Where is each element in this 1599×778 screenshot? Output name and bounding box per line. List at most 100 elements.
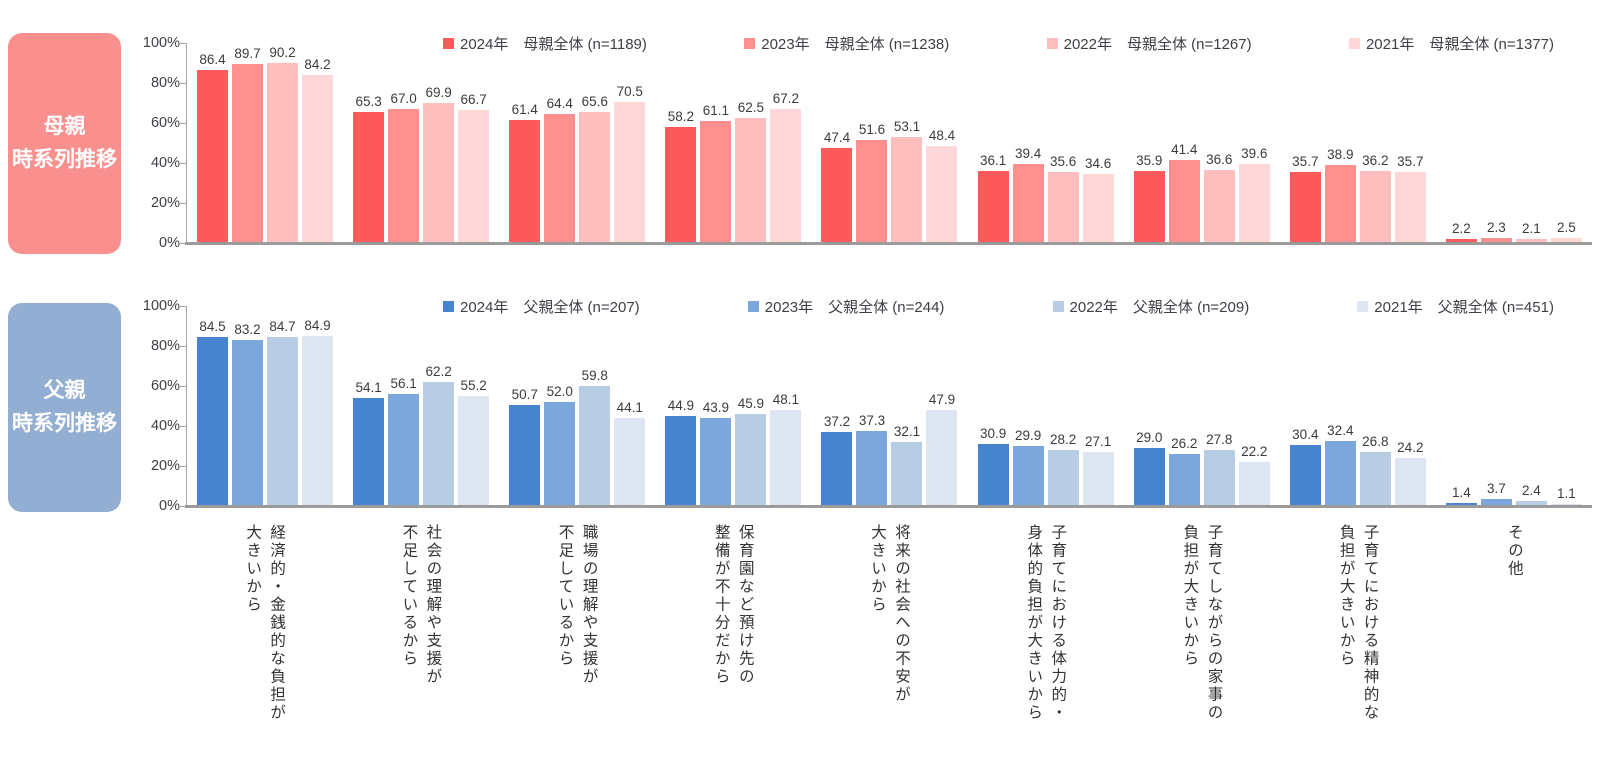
bar-value-label: 53.1 [893,118,921,134]
category-cell: 子育てしながらの家事の 負担が大きいから [1123,524,1279,774]
legend-swatch [1357,301,1369,312]
bar: 2.4 [1515,483,1547,506]
father-bar-groups: 84.5 83.2 84.7 84.9 54.1 56.1 62.2 55.2 50.7 52.0… [187,306,1592,506]
father-x-axis-line [185,505,1592,508]
bar-value-label: 45.9 [737,396,765,412]
bar-group: 29.0 26.2 27.8 22.2 [1124,306,1280,506]
bar-value-label: 26.2 [1171,435,1198,451]
bar-value-label: 29.0 [1136,430,1163,445]
y-tick-label: 20% [150,195,180,211]
bar-value-label: 35.7 [1292,153,1319,169]
bar: 30.4 [1289,427,1321,506]
bar: 2.5 [1550,220,1582,243]
bar-value-label: 1.4 [1452,485,1471,501]
bar: 84.9 [302,318,334,506]
bar: 64.4 [544,96,576,243]
bar: 59.8 [579,368,611,506]
y-tick-mark [179,42,186,44]
bar: 65.3 [353,94,385,243]
bar-value-label: 41.4 [1171,142,1198,158]
bar: 83.2 [232,322,264,506]
bar: 36.1 [977,153,1009,243]
category-label: 経済的・金銭的な負担が 大きいから [244,524,286,722]
y-tick-mark [179,122,186,124]
category-label: 社会の理解や支援が 不足しているから [400,524,442,686]
mother-plot-area: 2024年 母親全体 (n=1189) 2023年 母親全体 (n=1238) 20… [179,36,1592,245]
bar: 36.2 [1359,153,1391,243]
category-cell: 将来の社会への不安が 大きいから [811,524,967,774]
y-tick-label: 100% [142,298,180,314]
bar-value-label: 35.7 [1397,153,1424,169]
mother-x-axis-line [185,242,1592,245]
bar-group: 54.1 56.1 62.2 55.2 [343,306,499,506]
legend-label: 2021年 父親全体 (n=451) [1374,299,1554,316]
bar: 37.2 [821,414,853,506]
bar: 69.9 [423,85,455,243]
bar-value-label: 65.3 [355,94,382,110]
bar: 86.4 [197,52,229,243]
bar: 90.2 [267,45,299,243]
bar-group: 47.4 51.6 53.1 48.4 [811,43,967,243]
bar: 26.8 [1359,434,1391,506]
bar-value-label: 24.2 [1397,439,1424,455]
bar: 30.9 [977,426,1009,506]
bar-value-label: 47.9 [928,392,956,408]
y-tick-mark [179,345,186,347]
bar-group: 2.2 2.3 2.1 2.5 [1436,43,1592,243]
y-tick-label: 0% [159,498,180,514]
bar-value-label: 58.2 [667,108,695,124]
bar: 67.2 [770,91,802,243]
bar-value-label: 36.6 [1206,151,1233,167]
bar: 26.2 [1168,436,1200,506]
y-tick-mark [179,305,186,307]
bar: 44.9 [665,398,697,506]
bar: 28.2 [1047,432,1079,506]
legend-swatch [744,38,756,49]
bar: 50.7 [509,387,541,506]
y-tick-label: 80% [150,75,180,91]
y-tick-mark [179,505,186,507]
bar-value-label: 69.9 [425,85,452,101]
bar-value-label: 59.8 [581,368,608,384]
bar: 24.2 [1394,440,1426,506]
bar: 62.2 [423,364,455,506]
bar-group: 86.4 89.7 90.2 84.2 [187,43,343,243]
bar: 41.4 [1168,142,1200,243]
father-plot-area: 2024年 父親全体 (n=207) 2023年 父親全体 (n=244) 2022… [179,299,1592,508]
mother-legend: 2024年 母親全体 (n=1189) 2023年 母親全体 (n=1238) 20… [443,33,1554,54]
bar: 36.6 [1203,152,1235,243]
y-tick-label: 80% [150,338,180,354]
bar: 2.1 [1515,221,1547,243]
bar-value-label: 34.6 [1084,155,1112,171]
mother-series-label-box: 母親 時系列推移 [8,33,121,254]
bar: 1.1 [1550,486,1582,506]
mother-y-axis: 0% 20% 40% 60% 80% 100% [130,35,180,251]
y-tick-mark [179,202,186,204]
bar: 84.5 [197,319,229,506]
bar: 43.9 [700,400,732,506]
bar-group: 61.4 64.4 65.6 70.5 [499,43,655,243]
bar: 62.5 [735,100,767,243]
legend-label: 2024年 母親全体 (n=1189) [460,36,647,53]
bar: 34.6 [1082,156,1114,243]
bar-value-label: 36.2 [1362,152,1389,168]
bar-value-label: 27.8 [1206,432,1233,448]
bar-group: 35.7 38.9 36.2 35.7 [1280,43,1436,243]
bar: 29.9 [1012,428,1044,506]
bar-value-label: 32.4 [1327,423,1354,439]
y-tick-mark [179,385,186,387]
bar-group: 35.9 41.4 36.6 39.6 [1124,43,1280,243]
bar: 35.7 [1289,154,1321,243]
bar-group: 36.1 39.4 35.6 34.6 [968,43,1124,243]
bar: 84.7 [267,319,299,506]
bar-value-label: 43.9 [702,400,730,416]
bar: 84.2 [302,57,334,243]
bar: 39.6 [1238,146,1270,243]
bar: 61.1 [700,103,732,243]
bar-value-label: 29.9 [1014,428,1042,444]
bar-value-label: 48.1 [772,391,800,407]
bar: 37.3 [856,413,888,506]
bar-value-label: 3.7 [1487,480,1506,496]
bar-value-label: 27.1 [1084,433,1112,449]
bar-value-label: 44.9 [667,398,695,414]
